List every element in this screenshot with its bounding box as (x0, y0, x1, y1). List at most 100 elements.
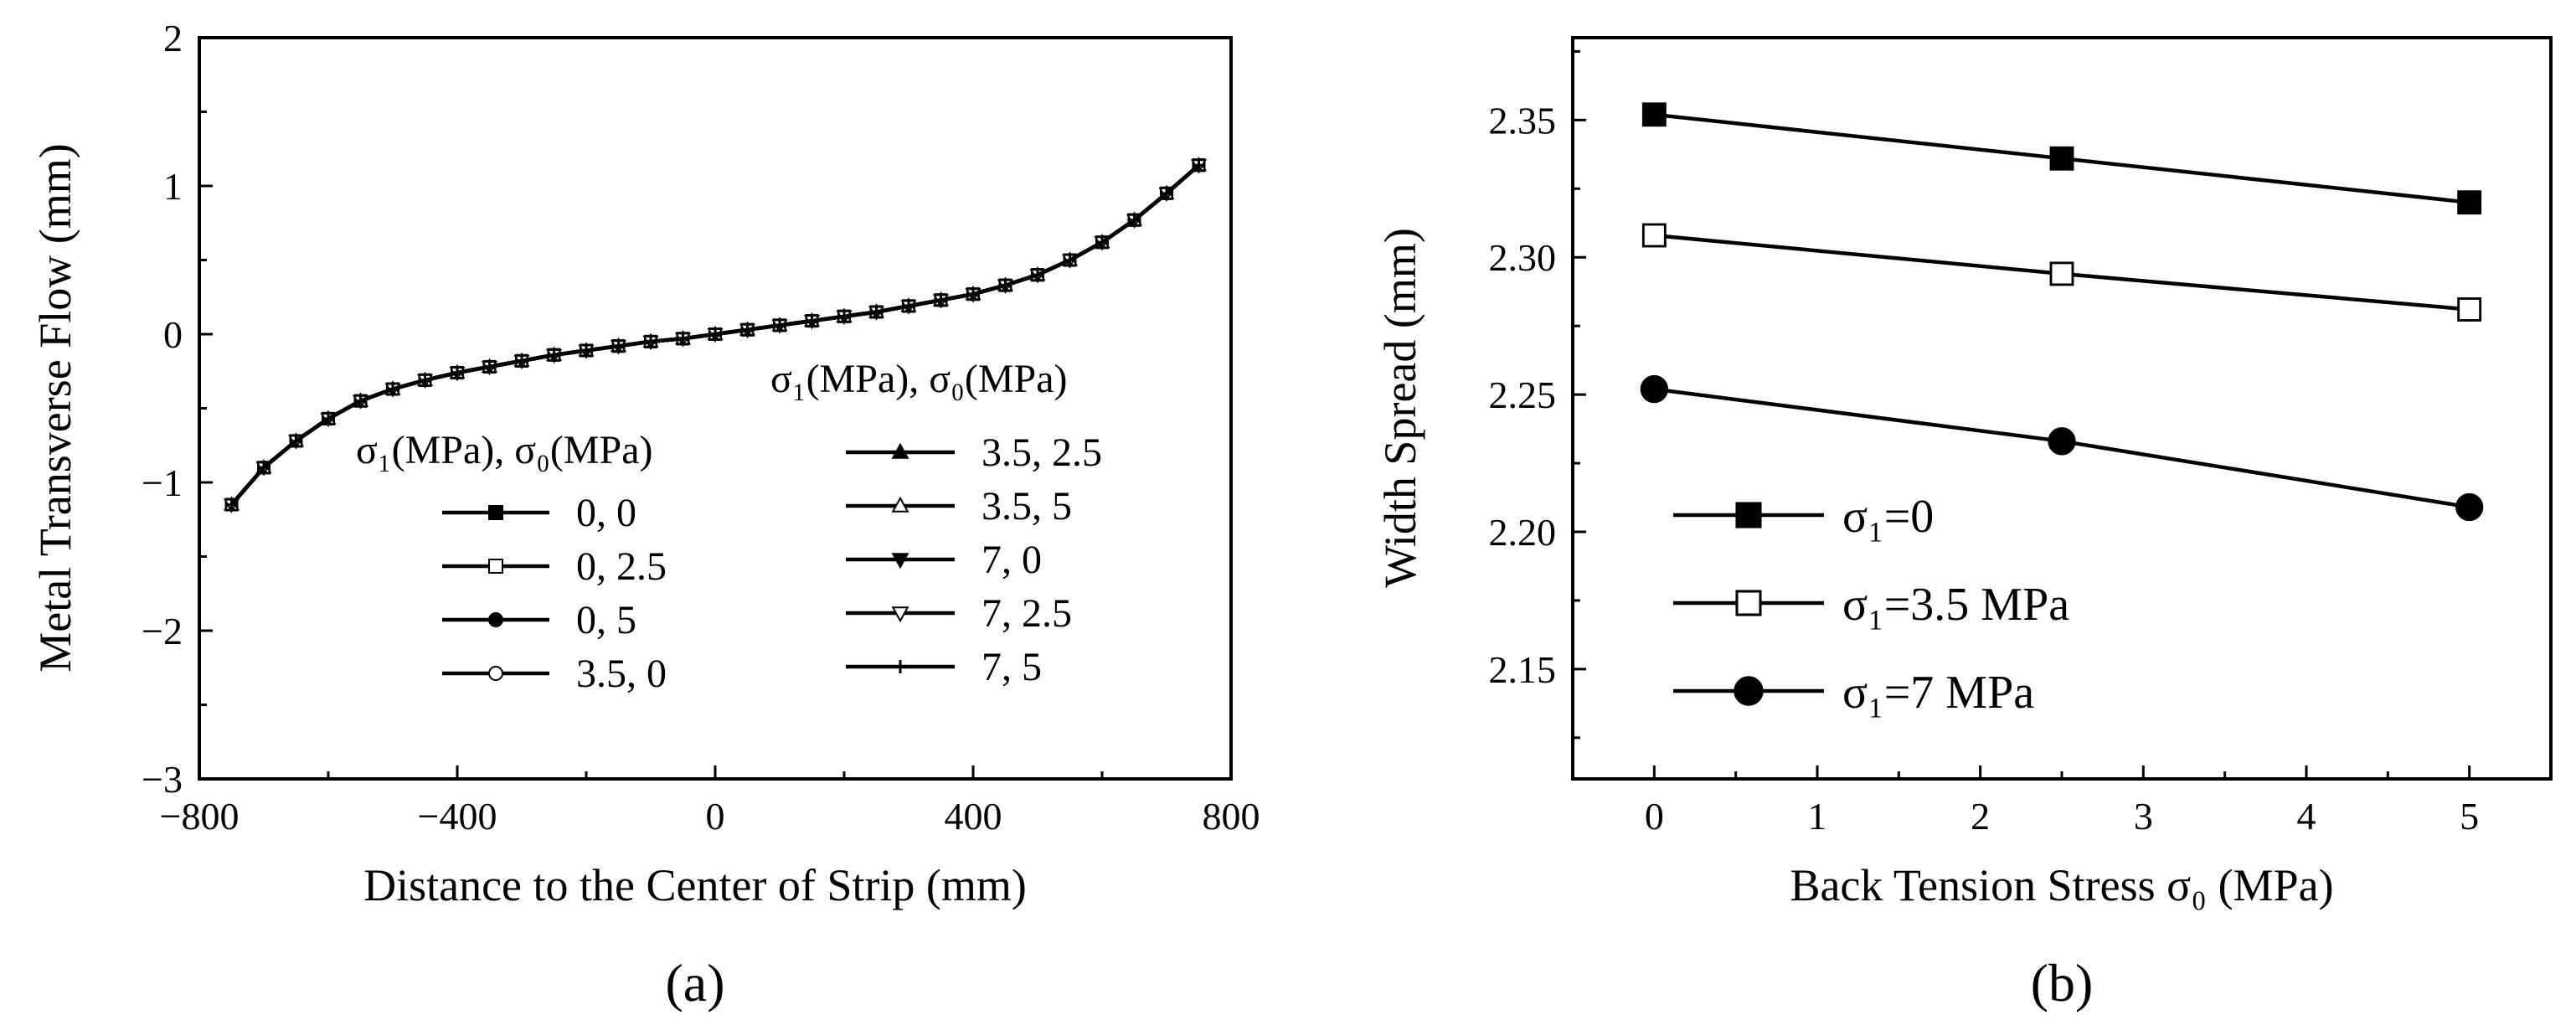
chart-b-legend-item: σ₁=7 MPa (1673, 667, 2034, 719)
chart-a-series (224, 157, 1207, 513)
chart-b-series (1640, 102, 2484, 522)
chart-a-point (870, 306, 883, 318)
chart-a-legend-marker (891, 606, 909, 623)
chart-a-ytick-label: 0 (163, 313, 183, 356)
chart-a-point (580, 344, 592, 357)
chart-a-legend-marker (488, 505, 503, 520)
chart-b-legend-marker (1735, 502, 1762, 528)
chart-b-xtick-label: 2 (1971, 795, 1990, 838)
chart-a-xtick-label: 0 (706, 795, 725, 838)
chart-a-legend-label: 7, 0 (981, 538, 1042, 582)
chart-b-xtick-label: 1 (1808, 795, 1827, 838)
chart-a-legend-marker (894, 660, 907, 673)
chart-b-point (2048, 427, 2076, 456)
chart-a-legend-item: 7, 0 (846, 538, 1042, 582)
chart-a-legend-item: 0, 2.5 (442, 544, 667, 589)
chart-a-point (935, 294, 947, 307)
chart-a-legend-label: 7, 5 (981, 645, 1042, 689)
chart-a-point (838, 310, 850, 322)
chart-a-point (387, 383, 399, 395)
chart-a-legend-label: 0, 0 (576, 491, 636, 535)
chart-b-ytick-label: 2.30 (1489, 236, 1557, 279)
chart-a-ytick-label: −1 (142, 461, 183, 504)
chart-b-legend-item: σ₁=0 (1673, 491, 1934, 543)
chart-a-legend-label: 3.5, 2.5 (981, 430, 1102, 475)
chart-b-ytick-label: 2.20 (1489, 511, 1557, 554)
chart-b-point (1640, 374, 1668, 404)
chart-a-legend-marker (488, 666, 503, 681)
chart-a-point (677, 332, 689, 345)
chart-a-legend-item: 3.5, 2.5 (846, 430, 1102, 475)
chart-a-ytick-label: 2 (163, 17, 183, 59)
chart-b-legend-item: σ₁=3.5 MPa (1673, 579, 2069, 631)
chart-a-legend-marker (488, 612, 503, 627)
chart-b-point (2457, 190, 2482, 215)
chart-a-point (645, 335, 657, 348)
chart-b-series-1 (1641, 223, 2482, 322)
chart-a-xtick-label: 800 (1203, 795, 1260, 838)
chart-a-point (709, 328, 721, 340)
chart-a-point (548, 348, 560, 361)
chart-a-legend-label: 7, 2.5 (981, 591, 1072, 636)
chart-b-xlabel: Back Tension Stress σ₀ (MPa) (1790, 860, 2333, 910)
chart-b-series-0 (1641, 102, 2482, 215)
chart-a-point (1096, 236, 1108, 249)
chart-a-ytick-label: 1 (163, 165, 183, 208)
chart-a-legend-label: 0, 5 (576, 598, 636, 642)
chart-a-point (225, 498, 238, 511)
chart-a-plot-frame (198, 36, 1233, 781)
chart-b-point (2049, 146, 2074, 171)
chart-b-xtick-label: 4 (2297, 795, 2316, 838)
chart-a-legend-marker (891, 442, 909, 459)
chart-a-panel-label: (a) (665, 953, 724, 1013)
chart-a-point (1193, 159, 1205, 172)
chart-a-ytick-label: −2 (142, 610, 183, 652)
chart-b-ytick-label: 2.15 (1489, 648, 1557, 691)
chart-a-point (516, 354, 528, 367)
chart-b-xtick-label: 5 (2460, 795, 2479, 838)
chart-b-legend-label: σ₁=3.5 MPa (1842, 579, 2069, 631)
chart-a-point (806, 315, 818, 327)
chart-b-panel-label: (b) (2031, 953, 2094, 1013)
chart-b-xtick-label: 3 (2134, 795, 2153, 838)
chart-a-xlabel: Distance to the Center of Strip (mm) (363, 860, 1027, 910)
chart-b-ytick-label: 2.25 (1489, 374, 1557, 416)
chart-b-xtick-label: 0 (1645, 795, 1664, 838)
chart-b-ytick-label: 2.35 (1489, 99, 1557, 142)
chart-a-point (903, 300, 914, 312)
chart-b: 0 1 2 3 4 5 2.15 2.20 2.25 2.30 2.35 Width Spread … (1375, 36, 2553, 1013)
chart-b-legend: σ₁=0 σ₁=3.5 MPa σ₁=7 MPa (1673, 491, 2069, 719)
chart-a-ylabel: Metal Transverse Flow (mm) (30, 143, 80, 672)
chart-a-point (741, 323, 754, 336)
chart-a-ticks: −800 −400 0 400 800 −3 −2 −1 0 1 2 (142, 17, 1260, 838)
chart-a-legend-marker (891, 496, 909, 513)
chart-a: −800 −400 0 400 800 −3 −2 −1 0 1 2 Metal Transvers… (30, 17, 1260, 1013)
chart-a-point (258, 461, 270, 474)
chart-a-point (999, 279, 1012, 291)
chart-a-legend-label: 3.5, 0 (576, 652, 667, 696)
chart-a-legend-marker (488, 559, 503, 574)
chart-b-series-2 (1640, 374, 2484, 522)
chart-b-point (2457, 297, 2482, 322)
chart-a-point (967, 288, 979, 301)
chart-a-point (451, 367, 463, 379)
chart-b-legend-marker (1734, 676, 1764, 706)
chart-a-point (1128, 214, 1141, 226)
chart-a-point (1064, 254, 1076, 266)
chart-a-legend-title-right: σ₁(MPa), σ₀(MPa) (770, 357, 1068, 401)
chart-b-legend-label: σ₁=0 (1842, 491, 1934, 543)
chart-b-legend-marker (1735, 590, 1762, 616)
chart-a-point (322, 412, 334, 425)
chart-a-legend-item: 3.5, 5 (846, 484, 1072, 528)
chart-a-ytick-label: −3 (142, 758, 183, 801)
chart-b-ticks: 0 1 2 3 4 5 2.15 2.20 2.25 2.30 2.35 (1489, 49, 2479, 838)
chart-a-legend-label: 0, 2.5 (576, 544, 667, 589)
chart-b-legend-label: σ₁=7 MPa (1842, 667, 2034, 719)
chart-a-point (1032, 269, 1043, 281)
chart-a-point (612, 340, 625, 353)
chart-a-xtick-label: −400 (418, 795, 497, 838)
chart-a-legend-title-left: σ₁(MPa), σ₀(MPa) (356, 428, 653, 472)
chart-a-point (419, 374, 431, 386)
chart-a-xtick-label: 400 (945, 795, 1002, 838)
